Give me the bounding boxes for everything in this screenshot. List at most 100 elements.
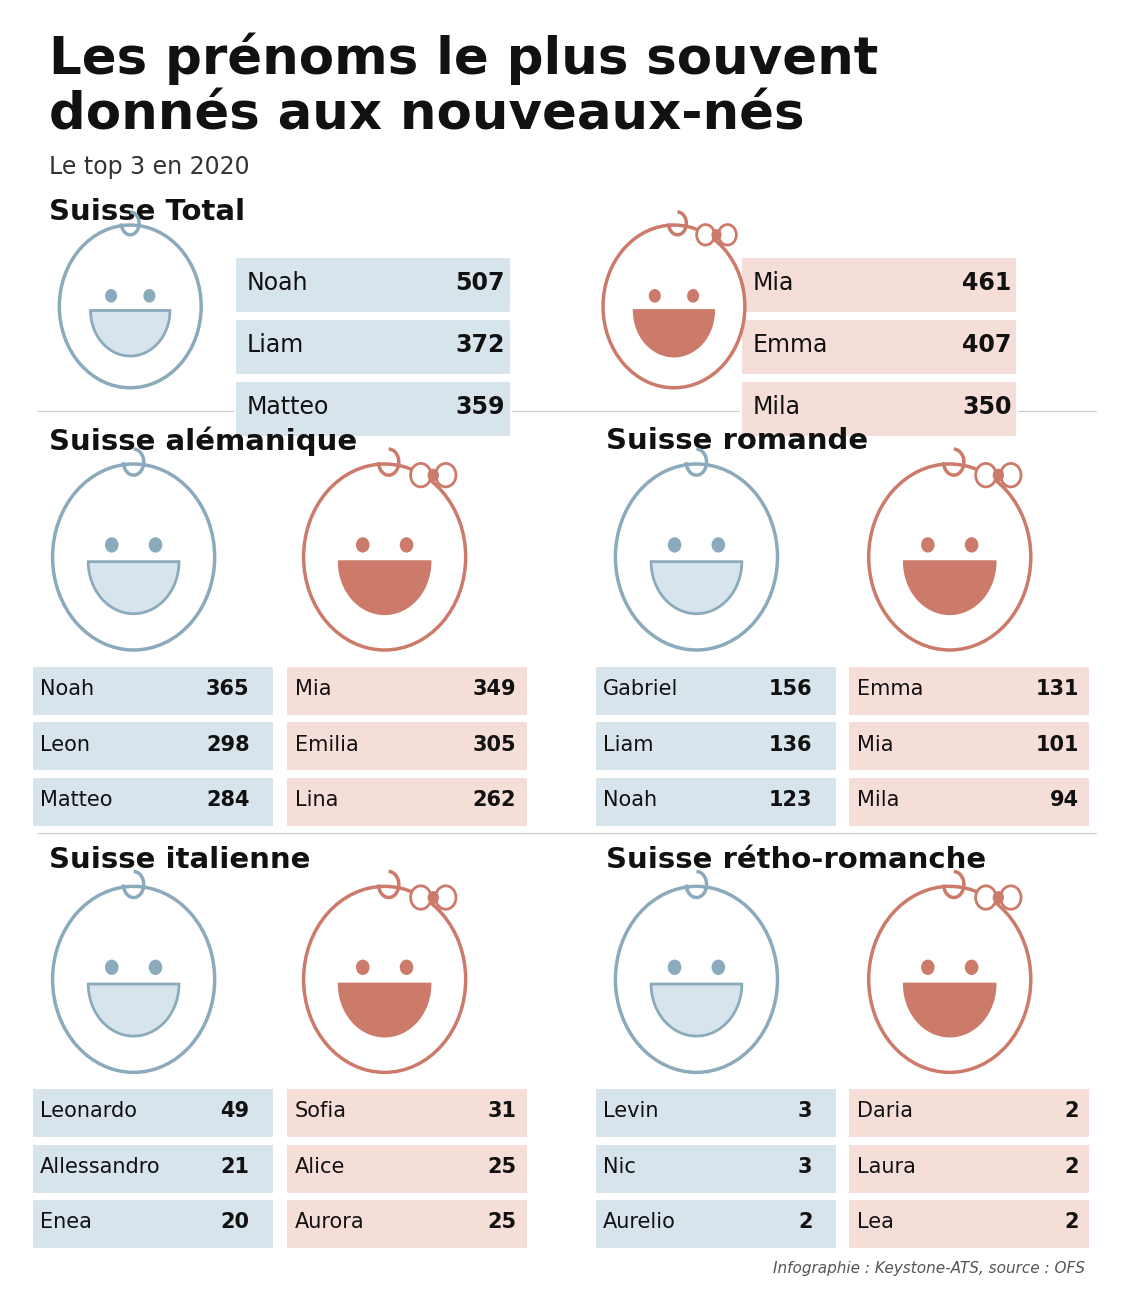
Circle shape [965,961,978,974]
FancyBboxPatch shape [235,257,510,313]
Text: 262: 262 [473,790,516,810]
Text: Gabriel: Gabriel [603,679,678,699]
Circle shape [411,463,431,488]
Circle shape [993,469,1004,481]
Wedge shape [339,562,430,614]
Circle shape [435,463,456,488]
Wedge shape [91,311,170,356]
FancyBboxPatch shape [848,1199,1091,1249]
Text: Aurora: Aurora [295,1213,364,1232]
Text: Emilia: Emilia [295,734,358,754]
Wedge shape [634,311,713,356]
Wedge shape [651,984,742,1036]
Circle shape [668,538,680,552]
Circle shape [922,538,934,552]
Circle shape [59,225,201,387]
Text: Matteo: Matteo [40,790,112,810]
Circle shape [712,538,725,552]
Circle shape [869,887,1031,1072]
Text: Mia: Mia [295,679,331,699]
FancyBboxPatch shape [595,777,837,827]
FancyBboxPatch shape [286,666,527,716]
FancyBboxPatch shape [235,320,510,376]
Circle shape [435,885,456,909]
Circle shape [975,463,996,488]
Text: 372: 372 [456,333,505,358]
FancyBboxPatch shape [595,666,837,716]
Circle shape [411,885,431,909]
Text: 2: 2 [1065,1157,1080,1176]
Text: 2: 2 [1065,1101,1080,1122]
Text: 365: 365 [206,679,249,699]
Circle shape [429,469,438,481]
Text: Suisse alémanique: Suisse alémanique [49,426,357,456]
FancyBboxPatch shape [286,1144,527,1193]
FancyBboxPatch shape [595,722,837,771]
FancyBboxPatch shape [595,1144,837,1193]
FancyBboxPatch shape [848,1144,1091,1193]
Wedge shape [88,562,179,614]
Text: 25: 25 [488,1213,516,1232]
Text: Suisse rétho-romanche: Suisse rétho-romanche [607,846,987,875]
Text: 349: 349 [473,679,516,699]
Text: Liam: Liam [603,734,653,754]
FancyBboxPatch shape [848,722,1091,771]
Circle shape [975,885,996,909]
Text: 25: 25 [488,1157,516,1176]
FancyBboxPatch shape [848,1088,1091,1138]
Text: 507: 507 [456,272,505,295]
Circle shape [357,961,369,974]
Circle shape [357,538,369,552]
Circle shape [616,887,778,1072]
Circle shape [105,290,117,302]
Circle shape [603,225,745,387]
Circle shape [304,464,466,650]
FancyBboxPatch shape [286,722,527,771]
Text: Les prénoms le plus souvent
donnés aux nouveaux-nés: Les prénoms le plus souvent donnés aux n… [49,32,879,140]
Wedge shape [904,562,996,614]
Text: Suisse italienne: Suisse italienne [49,846,311,875]
Circle shape [144,290,154,302]
Text: Liam: Liam [246,333,304,358]
Text: Leon: Leon [40,734,91,754]
Text: Emma: Emma [857,679,924,699]
Text: Mila: Mila [753,395,801,420]
Text: Noah: Noah [603,790,657,810]
Text: Suisse romande: Suisse romande [607,426,869,455]
Text: 131: 131 [1035,679,1080,699]
Circle shape [993,892,1004,903]
Text: Mia: Mia [857,734,894,754]
Circle shape [869,464,1031,650]
Circle shape [52,887,214,1072]
Text: 359: 359 [456,395,505,420]
Wedge shape [88,984,179,1036]
Circle shape [616,464,778,650]
Text: Infographie : Keystone-ATS, source : OFS: Infographie : Keystone-ATS, source : OFS [773,1261,1085,1277]
Text: Lina: Lina [295,790,338,810]
Text: 49: 49 [220,1101,249,1122]
Text: 31: 31 [488,1101,516,1122]
Circle shape [668,961,680,974]
Circle shape [712,961,725,974]
FancyBboxPatch shape [32,722,274,771]
Circle shape [400,538,413,552]
Circle shape [52,464,214,650]
FancyBboxPatch shape [595,1199,837,1249]
FancyBboxPatch shape [32,1199,274,1249]
Circle shape [1000,885,1021,909]
FancyBboxPatch shape [742,257,1017,313]
FancyBboxPatch shape [32,777,274,827]
Circle shape [719,225,736,246]
Wedge shape [339,984,430,1036]
Text: Daria: Daria [857,1101,913,1122]
Text: Mila: Mila [857,790,899,810]
Circle shape [304,887,466,1072]
Text: Mia: Mia [753,272,794,295]
FancyBboxPatch shape [742,381,1017,437]
Circle shape [696,225,714,246]
Text: 20: 20 [220,1213,249,1232]
Circle shape [687,290,699,302]
Text: 156: 156 [769,679,812,699]
Text: 21: 21 [220,1157,249,1176]
FancyBboxPatch shape [848,777,1091,827]
